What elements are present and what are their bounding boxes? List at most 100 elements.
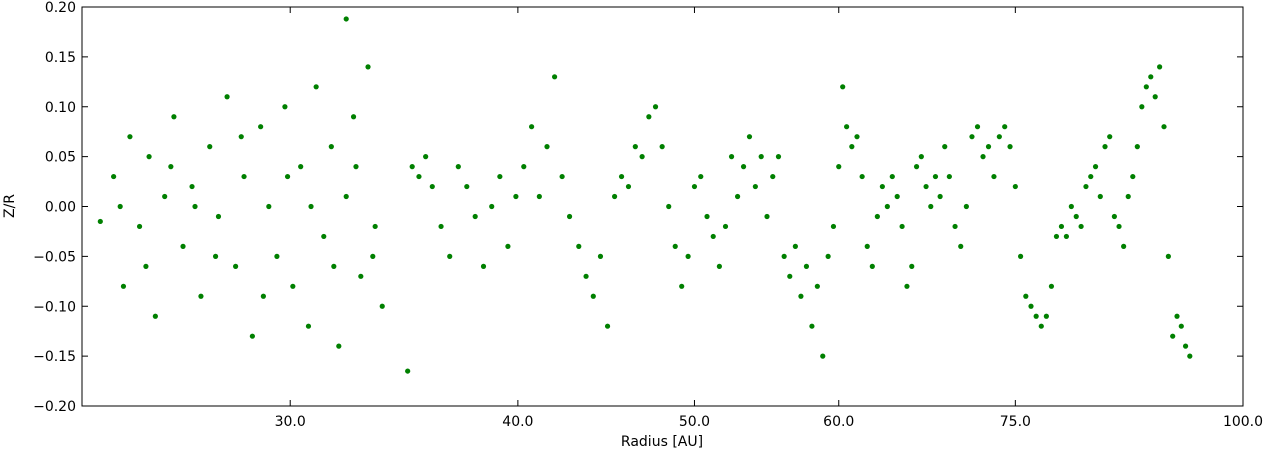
point [969, 134, 975, 140]
point [1121, 243, 1127, 249]
point [849, 144, 855, 150]
point [942, 144, 948, 150]
point [639, 154, 645, 160]
point [1017, 253, 1024, 259]
point [909, 263, 915, 269]
point [590, 293, 596, 299]
point [679, 283, 685, 289]
point [365, 64, 371, 70]
point [207, 144, 213, 150]
point [260, 293, 266, 299]
point [809, 323, 815, 329]
point [746, 134, 753, 140]
point [1174, 313, 1180, 319]
point [859, 173, 865, 180]
point [536, 193, 542, 200]
point [946, 173, 952, 180]
y-tick-label: 0.20 [45, 0, 76, 16]
point [879, 183, 885, 190]
point [409, 164, 415, 170]
point [1088, 173, 1094, 180]
point [698, 173, 704, 180]
point [685, 253, 691, 259]
x-tick-label: 30.0 [275, 414, 306, 430]
point [1134, 144, 1140, 150]
point [336, 343, 342, 349]
point [489, 203, 495, 210]
point [331, 263, 337, 269]
point [1130, 173, 1136, 180]
point [282, 104, 288, 110]
point [143, 263, 149, 269]
y-tick-label: −0.20 [33, 399, 76, 415]
point [734, 193, 741, 200]
point [521, 164, 527, 170]
point [1068, 203, 1074, 210]
point [985, 144, 992, 150]
point [566, 213, 573, 220]
point [625, 183, 632, 190]
point [646, 114, 652, 120]
point [1111, 213, 1117, 220]
point [455, 164, 461, 170]
point [370, 253, 376, 259]
x-tick-label: 100.0 [1223, 414, 1263, 430]
point [274, 253, 280, 259]
point [1063, 233, 1070, 240]
point [844, 124, 850, 130]
point [781, 253, 787, 259]
x-axis-label: Radius [AU] [621, 434, 703, 450]
point [1058, 223, 1065, 230]
point [111, 173, 117, 180]
x-tick-label: 40.0 [502, 414, 533, 430]
point [505, 243, 511, 249]
point [258, 124, 264, 130]
x-tick-label: 50.0 [679, 414, 710, 430]
point [787, 273, 793, 279]
point [716, 263, 722, 269]
point [1139, 104, 1145, 110]
point [180, 243, 186, 249]
point [472, 213, 478, 220]
point [884, 203, 890, 210]
point [266, 203, 272, 210]
point [224, 94, 230, 100]
point [1048, 283, 1055, 289]
point [189, 183, 195, 190]
point [963, 203, 969, 210]
point [770, 173, 776, 180]
y-tick-label: −0.15 [33, 349, 76, 365]
point [836, 164, 842, 170]
point [117, 203, 123, 210]
point [212, 253, 219, 259]
point [996, 134, 1002, 140]
point [1161, 124, 1167, 130]
point [464, 183, 470, 190]
point [1097, 193, 1103, 200]
point [480, 263, 487, 269]
point [958, 243, 964, 249]
point [899, 223, 905, 230]
point [305, 323, 312, 329]
point [874, 213, 880, 220]
point [358, 273, 364, 279]
point [758, 154, 764, 160]
point [928, 203, 934, 210]
point [284, 173, 291, 180]
point [171, 114, 177, 120]
point [350, 114, 357, 120]
point [576, 243, 582, 249]
point [328, 144, 334, 150]
point [379, 303, 385, 309]
point [168, 164, 174, 170]
point [308, 203, 314, 210]
point [321, 233, 327, 240]
point [1125, 193, 1131, 200]
point [1073, 213, 1079, 220]
point [298, 164, 304, 170]
point [1152, 94, 1158, 100]
point [1182, 343, 1189, 349]
point [704, 213, 710, 220]
